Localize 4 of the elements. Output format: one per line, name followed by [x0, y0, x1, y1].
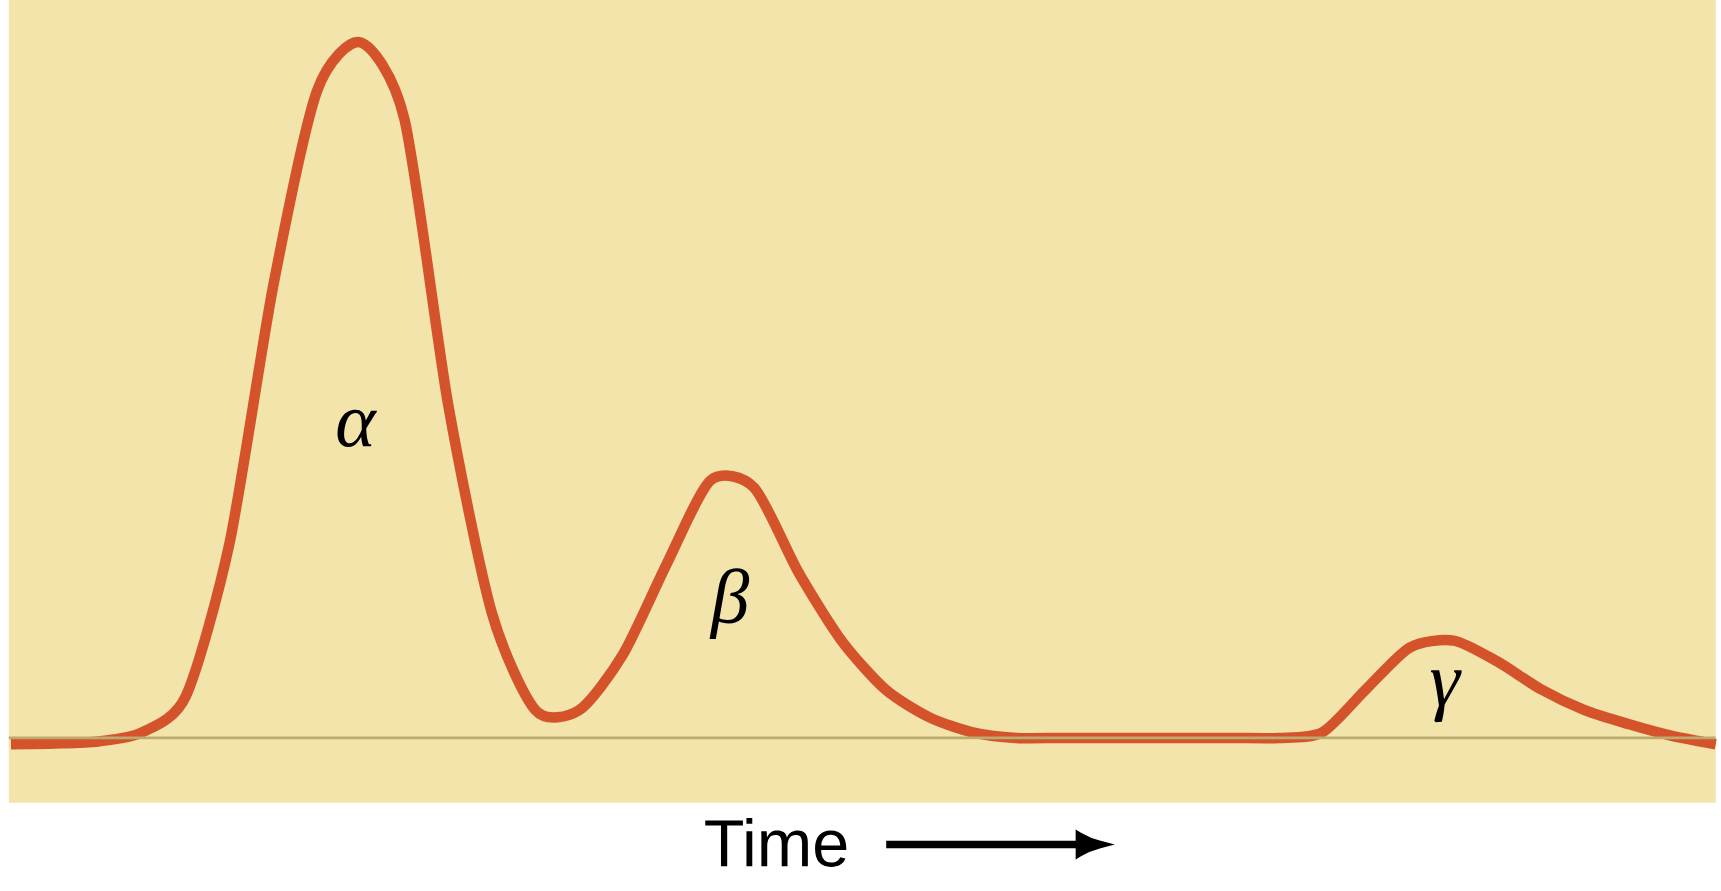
annotation: γ — [1430, 670, 1462, 722]
annotation: α — [337, 409, 377, 447]
annotation: β — [709, 568, 750, 639]
x-axis-title: Time — [705, 817, 847, 867]
